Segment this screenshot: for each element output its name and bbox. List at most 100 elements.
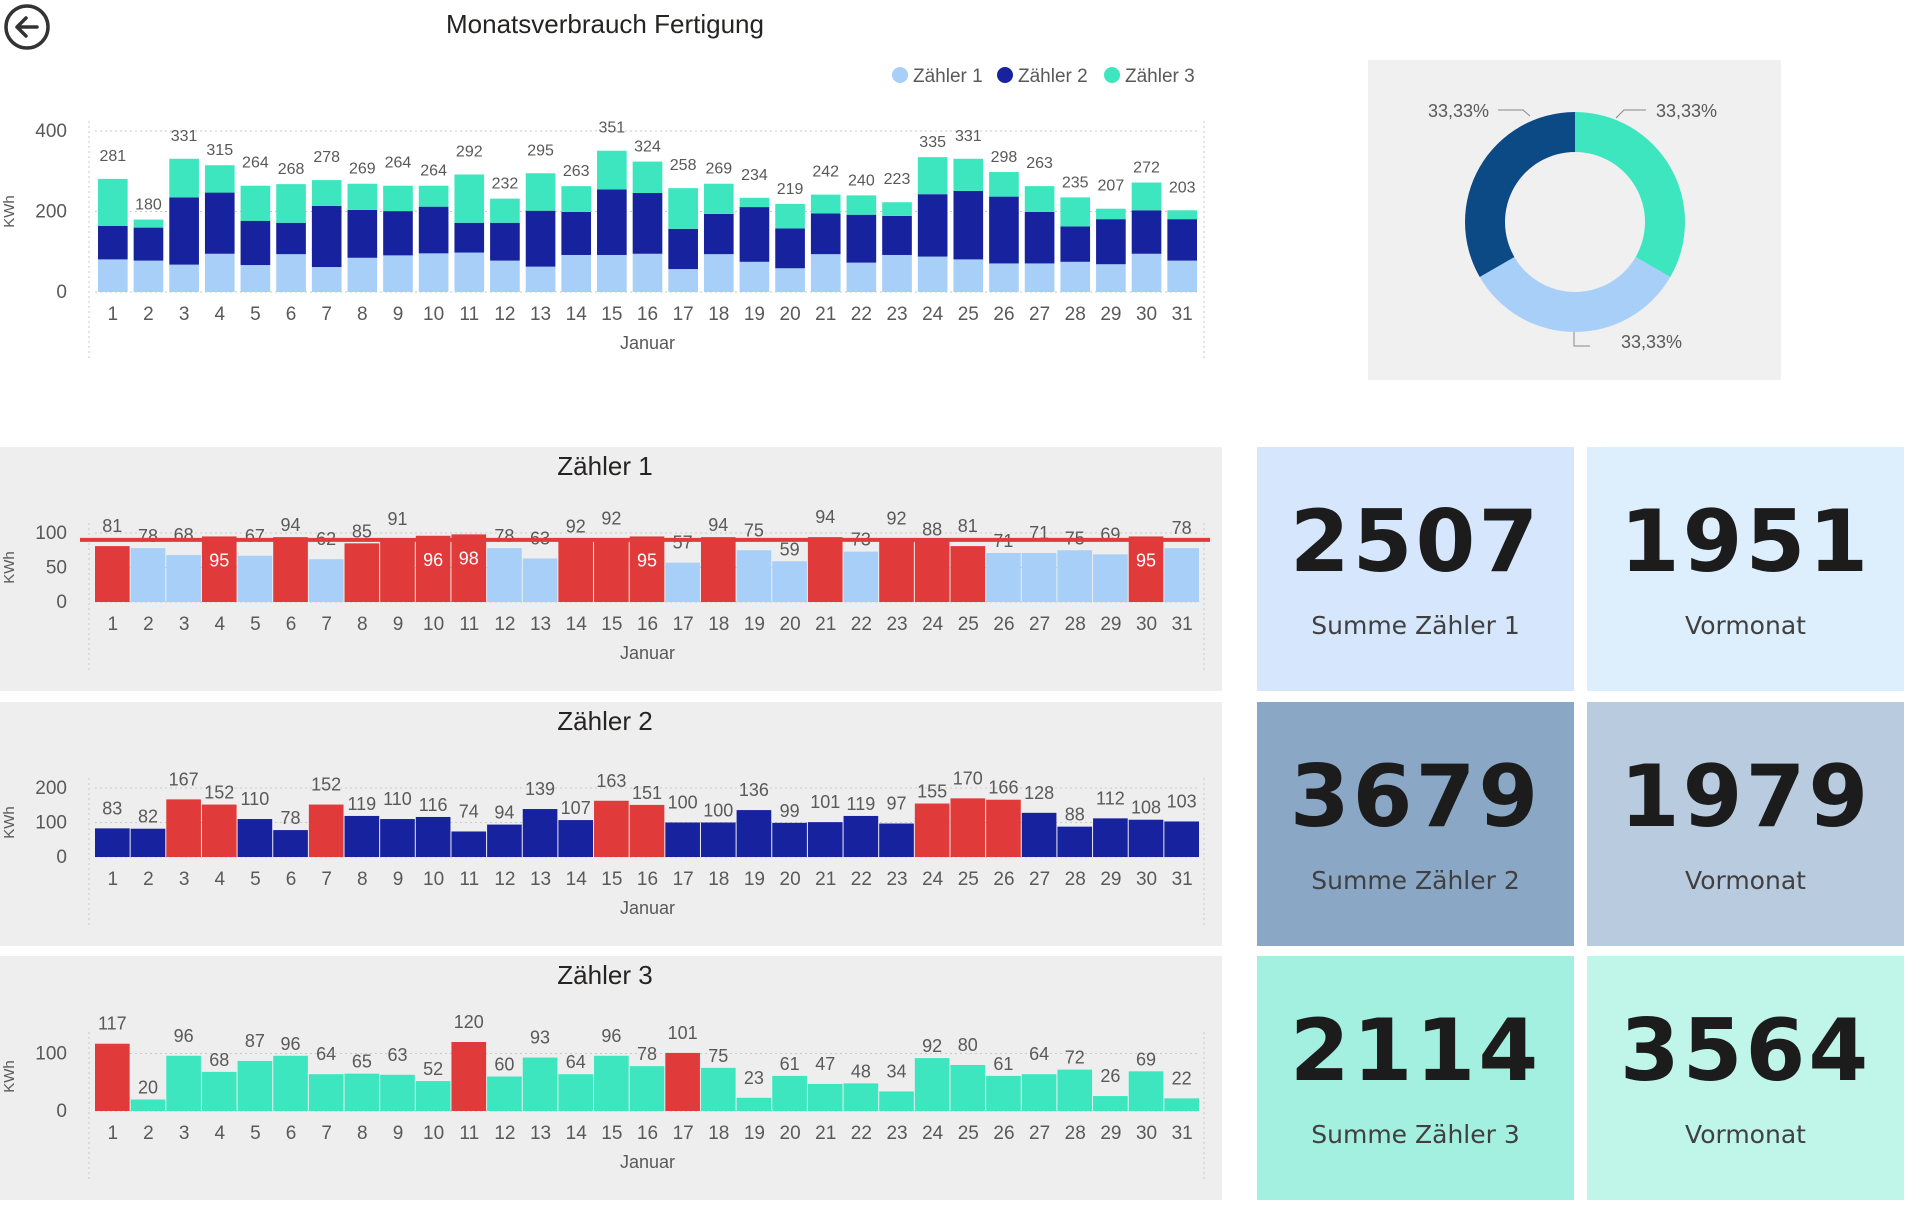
data-label: 47 bbox=[815, 1054, 835, 1074]
data-label: 78 bbox=[138, 526, 158, 546]
legend-label: Zähler 3 bbox=[1125, 66, 1195, 87]
x-tick-label: 31 bbox=[1172, 869, 1193, 890]
bar bbox=[1093, 554, 1128, 602]
y-tick-label: 0 bbox=[56, 282, 67, 303]
x-tick-label: 30 bbox=[1136, 304, 1157, 325]
bar-segment bbox=[632, 161, 663, 193]
x-tick-label: 7 bbox=[321, 869, 332, 890]
x-tick-label: 22 bbox=[851, 304, 872, 325]
data-label: 68 bbox=[209, 1050, 229, 1070]
x-tick-label: 9 bbox=[393, 614, 404, 635]
kpi-label: Summe Zähler 1 bbox=[1311, 610, 1520, 640]
bar bbox=[451, 534, 487, 602]
data-label: 219 bbox=[777, 181, 804, 198]
bar bbox=[1057, 1069, 1093, 1111]
data-label: 258 bbox=[670, 157, 697, 174]
bar bbox=[451, 831, 487, 857]
x-tick-label: 6 bbox=[286, 304, 297, 325]
bar-segment bbox=[1024, 263, 1055, 292]
bar-segment bbox=[240, 220, 271, 266]
legend-marker bbox=[1104, 67, 1120, 83]
bar bbox=[700, 822, 736, 857]
y-tick-label: 200 bbox=[35, 202, 67, 223]
bar-segment bbox=[1167, 219, 1197, 261]
data-label: 94 bbox=[815, 507, 835, 527]
x-tick-label: 31 bbox=[1172, 1123, 1193, 1144]
distribution-donut-card: 33,33% 33,33% 33,33% bbox=[1368, 60, 1781, 380]
bar bbox=[130, 1099, 166, 1111]
x-tick-label: 4 bbox=[214, 1123, 225, 1144]
bar-segment bbox=[490, 198, 520, 223]
data-label: 63 bbox=[387, 1045, 407, 1065]
x-tick-label: 13 bbox=[530, 1123, 551, 1144]
data-label: 78 bbox=[281, 808, 301, 828]
x-tick-label: 17 bbox=[673, 1123, 694, 1144]
bar-segment bbox=[917, 157, 948, 195]
bar bbox=[1128, 1071, 1164, 1111]
x-tick-label: 1 bbox=[108, 614, 119, 635]
bar-segment bbox=[418, 185, 449, 207]
bar bbox=[308, 804, 344, 857]
x-tick-label: 14 bbox=[566, 869, 588, 890]
bar bbox=[273, 1055, 308, 1111]
data-label: 203 bbox=[1169, 179, 1196, 196]
x-tick-label: 25 bbox=[958, 614, 979, 635]
data-label: 48 bbox=[851, 1061, 871, 1081]
bar bbox=[629, 536, 665, 602]
bar bbox=[1128, 819, 1164, 857]
data-label: 98 bbox=[459, 548, 479, 568]
chart-title: Zähler 3 bbox=[557, 960, 652, 990]
data-label: 335 bbox=[919, 134, 946, 151]
bar bbox=[629, 1066, 665, 1111]
bar bbox=[415, 1081, 451, 1111]
data-label: 81 bbox=[102, 516, 122, 536]
bar-segment bbox=[739, 261, 770, 292]
x-tick-label: 20 bbox=[780, 869, 801, 890]
bar bbox=[772, 822, 807, 857]
bar-segment bbox=[917, 256, 948, 292]
bar bbox=[986, 799, 1021, 857]
x-tick-label: 21 bbox=[815, 869, 836, 890]
bar-segment bbox=[525, 210, 556, 267]
x-tick-label: 31 bbox=[1172, 614, 1193, 635]
x-tick-label: 29 bbox=[1100, 1123, 1121, 1144]
bar bbox=[487, 1076, 522, 1111]
kpi-value: 2114 bbox=[1289, 1000, 1542, 1101]
data-label: 83 bbox=[102, 798, 122, 818]
x-tick-label: 15 bbox=[601, 614, 622, 635]
x-tick-label: 28 bbox=[1065, 1123, 1086, 1144]
bar-segment bbox=[240, 265, 271, 292]
x-tick-label: 24 bbox=[922, 614, 944, 635]
data-label: 61 bbox=[780, 1054, 800, 1074]
back-arrow-icon[interactable] bbox=[2, 2, 52, 52]
y-tick-label: 100 bbox=[35, 1044, 67, 1065]
data-label: 101 bbox=[810, 792, 840, 812]
x-tick-label: 19 bbox=[744, 1123, 765, 1144]
bar bbox=[308, 559, 344, 602]
bar bbox=[166, 1055, 201, 1111]
x-tick-label: 26 bbox=[993, 304, 1014, 325]
data-label: 64 bbox=[566, 1052, 586, 1072]
bar-segment bbox=[989, 196, 1019, 264]
bar-segment bbox=[383, 185, 413, 212]
kpi-card-previous-month-2: 1979 Vormonat bbox=[1587, 702, 1904, 946]
bar-segment bbox=[739, 197, 770, 208]
bar bbox=[1021, 1074, 1057, 1111]
x-tick-label: 13 bbox=[530, 614, 551, 635]
data-label: 295 bbox=[527, 142, 554, 159]
bar-segment bbox=[739, 207, 770, 262]
leader-line bbox=[1615, 109, 1646, 119]
bar-segment bbox=[311, 267, 342, 292]
x-tick-label: 10 bbox=[423, 1123, 444, 1144]
data-label: 69 bbox=[1136, 1049, 1156, 1069]
bar bbox=[1093, 818, 1128, 857]
x-tick-label: 27 bbox=[1029, 869, 1050, 890]
data-label: 60 bbox=[494, 1055, 514, 1075]
x-tick-label: 9 bbox=[393, 304, 404, 325]
data-label: 139 bbox=[525, 779, 555, 799]
bar bbox=[950, 1065, 986, 1111]
bar-segment bbox=[133, 260, 164, 292]
data-label: 94 bbox=[708, 515, 728, 535]
bar-segment bbox=[383, 255, 413, 292]
